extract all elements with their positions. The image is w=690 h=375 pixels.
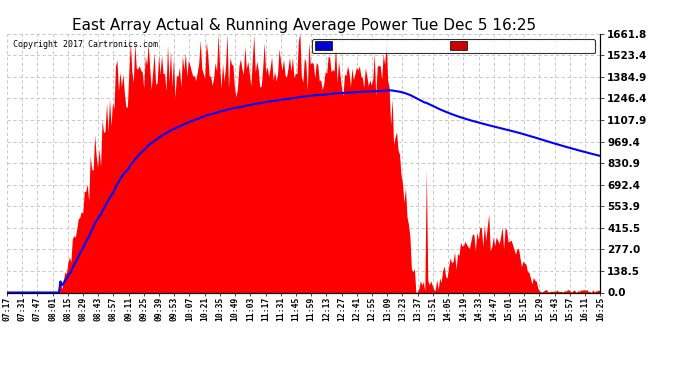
- Text: Copyright 2017 Cartronics.com: Copyright 2017 Cartronics.com: [13, 40, 158, 49]
- Title: East Array Actual & Running Average Power Tue Dec 5 16:25: East Array Actual & Running Average Powe…: [72, 18, 535, 33]
- Legend: Average  (DC Watts), East Array  (DC Watts): Average (DC Watts), East Array (DC Watts…: [313, 39, 595, 54]
